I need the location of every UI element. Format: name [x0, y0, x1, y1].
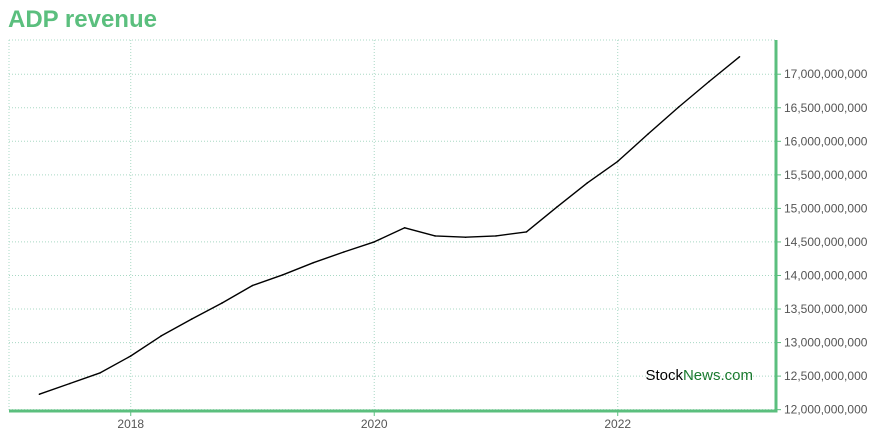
y-tick-label: 12,500,000,000 [784, 369, 868, 383]
data-point [738, 55, 741, 58]
data-point [647, 133, 649, 135]
x-tick-label: 2020 [361, 417, 388, 431]
data-point [677, 106, 680, 108]
x-tick-label: 2018 [117, 417, 144, 431]
data-point [343, 251, 345, 253]
data-point [586, 182, 589, 184]
data-point [403, 227, 406, 229]
data-point [373, 241, 376, 243]
data-point [38, 393, 41, 396]
data-point [616, 160, 619, 163]
data-point [495, 235, 497, 237]
data-point [556, 206, 558, 208]
data-point [221, 302, 223, 304]
chart-title: ADP revenue [8, 6, 157, 33]
data-point [69, 382, 71, 385]
y-tick-label: 17,000,000,000 [784, 67, 868, 81]
y-tick-label: 16,500,000,000 [784, 101, 868, 115]
data-point [282, 274, 284, 276]
data-point [434, 235, 436, 237]
revenue-series-line [39, 56, 740, 395]
data-point [708, 80, 710, 83]
grid-lines [8, 39, 776, 411]
x-tick-label: 2022 [604, 417, 631, 431]
tick-labels: 12,000,000,000 12,500,000,000 13,000,000,0… [117, 67, 867, 431]
axes [9, 40, 781, 416]
y-tick-label: 13,000,000,000 [784, 336, 868, 350]
data-point [464, 236, 467, 239]
y-tick-label: 16,000,000,000 [784, 134, 868, 148]
data-point [129, 355, 132, 357]
watermark: StockNews.com [645, 367, 753, 384]
data-point [312, 261, 315, 264]
watermark-part3: .com [720, 367, 753, 384]
y-tick-label: 13,500,000,000 [784, 302, 868, 316]
series-layer [38, 55, 741, 396]
y-tick-label: 15,000,000,000 [784, 201, 868, 215]
data-point [160, 335, 162, 337]
y-tick-label: 12,000,000,000 [784, 403, 868, 417]
y-tick-label: 15,500,000,000 [784, 168, 868, 182]
watermark-part2: News [683, 367, 721, 384]
data-point [99, 371, 102, 374]
data-point [525, 231, 528, 233]
watermark-part1: Stock [645, 367, 683, 384]
data-point [190, 318, 193, 320]
y-tick-label: 14,500,000,000 [784, 235, 868, 249]
y-tick-label: 14,000,000,000 [784, 268, 868, 282]
data-point [251, 284, 254, 287]
